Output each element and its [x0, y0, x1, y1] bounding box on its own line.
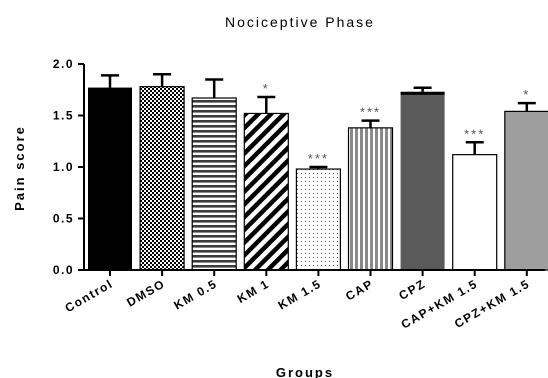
x-tick-label: KM 1.5 [276, 276, 324, 312]
bar-group-6 [400, 86, 445, 270]
significance-label: *** [464, 126, 485, 141]
bar-group-3: * [243, 81, 289, 271]
bar [139, 86, 185, 271]
bars-group: *********** [88, 73, 548, 271]
x-tick-label: CAP [343, 276, 376, 303]
significance-label: *** [360, 105, 381, 120]
bar [295, 168, 341, 271]
bar [243, 112, 289, 271]
x-tick-label: Control [62, 276, 115, 315]
y-axis-label: Pain score [12, 125, 27, 211]
x-tick-label: CPZ [396, 276, 428, 302]
bar-group-7: *** [452, 126, 498, 271]
bar-group-8: * [504, 87, 548, 271]
bar-group-5: *** [347, 105, 394, 271]
bar [400, 91, 445, 270]
y-tick-label: 0.5 [53, 212, 74, 226]
y-tick-label: 2.0 [53, 57, 74, 71]
bar [452, 154, 498, 271]
bar-group-0 [88, 74, 132, 270]
x-tick-label: KM 0.5 [171, 276, 219, 312]
x-axis: Control DMSO KM 0.5 KM 1 KM 1.5 CAP CPZCAP+KM … [62, 269, 545, 332]
significance-label: * [523, 87, 530, 102]
bar [191, 97, 237, 271]
x-axis-label: Groups [276, 365, 334, 378]
y-tick-label: 0.0 [53, 263, 74, 277]
bar [504, 110, 548, 271]
significance-label: *** [308, 151, 329, 166]
bar-top-edge [88, 87, 132, 91]
chart-title: Nociceptive Phase [225, 14, 375, 30]
bar-group-4: *** [295, 151, 341, 271]
y-tick-label: 1.5 [53, 109, 74, 123]
bar-top-edge [400, 91, 445, 95]
significance-label: * [263, 81, 270, 96]
bar-group-1 [139, 73, 185, 271]
x-tick-label: KM 1 [235, 276, 272, 305]
bar-group-2 [191, 78, 237, 271]
bar [88, 87, 132, 270]
bar [347, 127, 394, 271]
x-tick-label: DMSO [124, 276, 167, 309]
y-axis: 0.0 0.5 1.0 1.5 2.0 [53, 57, 85, 277]
y-tick-label: 1.0 [53, 160, 74, 174]
